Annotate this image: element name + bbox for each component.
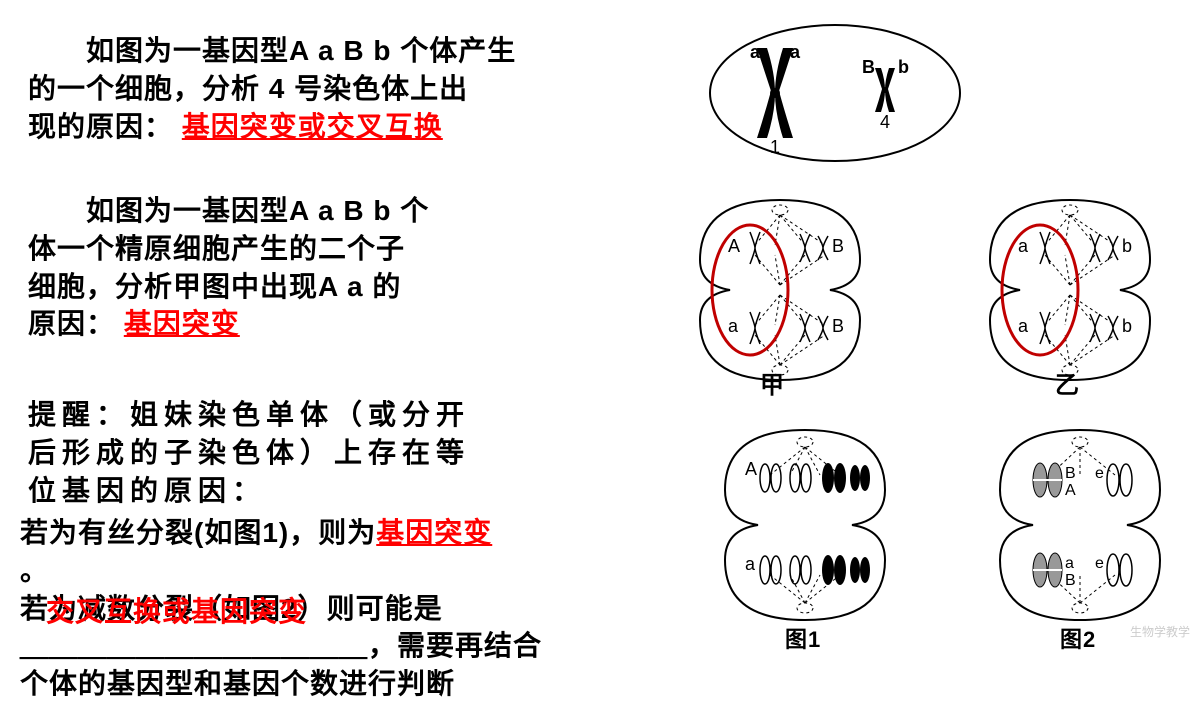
jia-A: A (728, 236, 740, 256)
red-circle-jia (712, 225, 788, 355)
label-jia: 甲 (760, 370, 785, 402)
label-yi: 乙 (1055, 370, 1080, 402)
reminder-block: 提醒：姐妹染色单体（或分开 后形成的子染色体）上存在等 位基因的原因： (28, 396, 628, 509)
label-fig1: 图1 (785, 625, 821, 655)
q2-line4a: 原因： (28, 308, 115, 339)
jia-B1: B (832, 236, 844, 256)
question-1: 如图为一基因型A a B b 个体产生 的一个细胞，分析 4 号染色体上出 现的… (28, 32, 668, 145)
c-line4a: ＿＿＿＿＿＿＿＿＿＿＿＿，需要再结合 (20, 630, 542, 661)
answer-1: 基因突变或交叉互换 (182, 111, 443, 142)
q1-line3a: 现的原因： (28, 111, 173, 142)
red-circle-yi (1002, 225, 1078, 355)
c-line2: 。 (20, 555, 49, 586)
diagram-top-cell: a a 1 B b 4 (700, 18, 970, 168)
fig1-A: A (745, 459, 757, 479)
q1-indent (28, 35, 86, 66)
label-fig2: 图2 (1060, 625, 1096, 655)
label-top-a2: a (790, 42, 801, 62)
c-line1a: 若为有丝分裂(如图1)，则为 (20, 517, 376, 548)
q2-line3: 细胞，分析甲图中出现A a 的 (28, 271, 401, 302)
conclusion-block: 若为有丝分裂(如图1)，则为基因突变_ 。 若为减数分裂（如图2）则可能是 交叉… (20, 514, 680, 703)
label-top-b: b (898, 57, 909, 77)
q2-indent (28, 195, 86, 226)
yi-b: b (1122, 236, 1132, 256)
q2-line2: 体一个精原细胞产生的二个子 (28, 233, 405, 264)
label-top-a1: a (750, 42, 761, 62)
jia-a: a (728, 316, 739, 336)
answer-overlap: 交叉互换或基因突变 (46, 593, 307, 631)
fig2-a: a (1065, 555, 1074, 572)
label-top-1: 1 (770, 137, 780, 157)
question-2: 如图为一基因型A a B b 个 体一个精原细胞产生的二个子 细胞，分析甲图中出… (28, 192, 628, 343)
r-line3: 位基因的原因： (28, 475, 266, 506)
r-line2: 后形成的子染色体）上存在等 (28, 437, 470, 468)
c-line5: 个体的基因型和基因个数进行判断 (20, 668, 455, 699)
yi-a2: a (1018, 316, 1029, 336)
label-top-4: 4 (880, 112, 890, 132)
fig2-e2: e (1095, 555, 1104, 572)
q1-line1: 如图为一基因型A a B b 个体产生 (86, 35, 516, 66)
yi-b2: b (1122, 316, 1132, 336)
label-top-B: B (862, 57, 875, 77)
jia-B2: B (832, 316, 844, 336)
fig2-B1: B (1065, 465, 1076, 482)
fig2-e1: e (1095, 465, 1104, 482)
fig2-A: A (1065, 482, 1076, 499)
diagram-jia: A B a B (660, 190, 900, 390)
q2-line1: 如图为一基因型A a B b 个 (86, 195, 429, 226)
answer-3: 基因突变 (376, 517, 492, 548)
fig2-B2: B (1065, 572, 1076, 589)
yi-a1: a (1018, 236, 1029, 256)
diagram-yi: a b a b (950, 190, 1190, 390)
diagram-fig1: A a (690, 420, 920, 630)
answer-2: 基因突变 (124, 308, 240, 339)
diagram-fig2: B A e a B e (965, 420, 1195, 630)
r-line1: 提醒：姐妹染色单体（或分开 (28, 399, 470, 430)
watermark: 生物学教学 (1130, 623, 1190, 640)
fig1-a: a (745, 554, 756, 574)
q1-line2: 的一个细胞，分析 4 号染色体上出 (28, 73, 468, 104)
